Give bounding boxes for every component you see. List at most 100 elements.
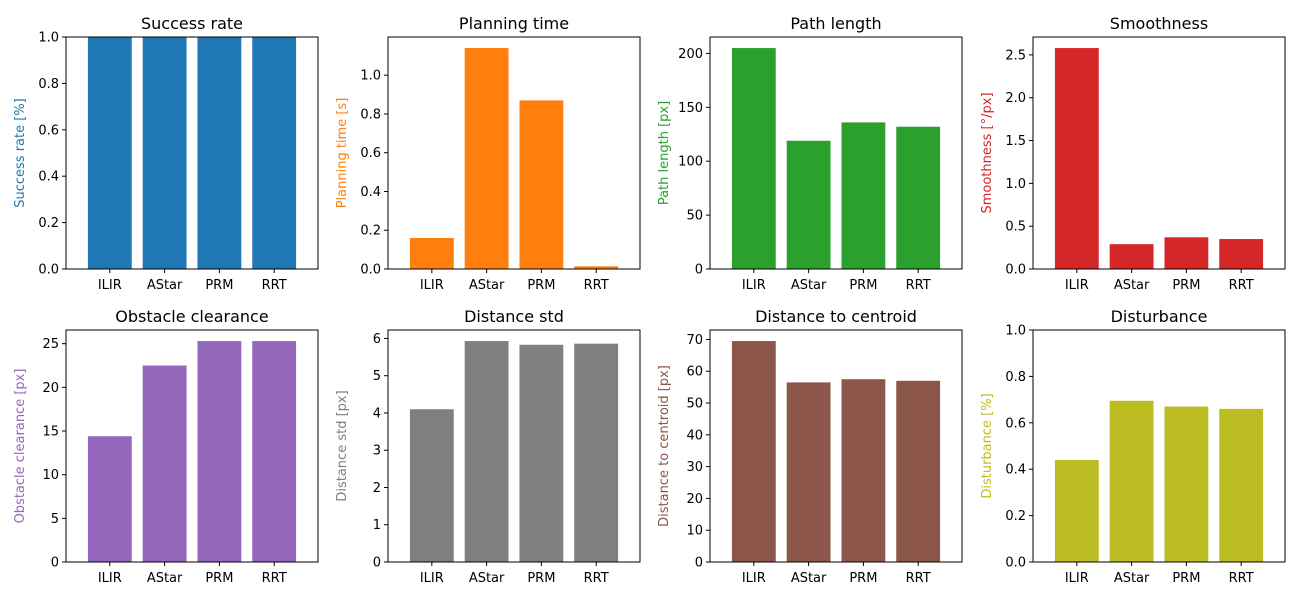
- bar: [519, 100, 564, 269]
- y-axis-label: Smoothness [°/px]: [980, 92, 995, 213]
- chart-panel: ILIR AStar PRM RRT 0 1 2 3 4 5 6 Distance std Distan…: [335, 307, 641, 586]
- plot-frame: [387, 329, 641, 563]
- x-tick-label: ILIR: [742, 571, 766, 586]
- y-tick-label: 0: [373, 556, 381, 571]
- y-tick-label: 0: [695, 263, 703, 278]
- y-tick-label: 6: [373, 332, 381, 347]
- bar: [197, 341, 242, 562]
- y-tick-label: 0.8: [38, 77, 59, 92]
- x-tick-label: AStar: [469, 571, 505, 586]
- y-tick-label: 1: [373, 518, 381, 533]
- bar: [896, 126, 941, 269]
- y-axis-label: Distance std [px]: [335, 390, 350, 501]
- y-tick-label: 0.2: [360, 224, 381, 239]
- y-tick-label: 0.4: [1005, 463, 1026, 478]
- chart-title: Success rate: [141, 14, 243, 33]
- y-tick-label: 1.0: [38, 31, 59, 46]
- y-tick-label: 1.0: [1005, 324, 1026, 339]
- x-tick-label: PRM: [849, 278, 877, 293]
- y-tick-label: 1.0: [1005, 177, 1026, 192]
- x-tick-label: ILIR: [1065, 278, 1089, 293]
- plot-frame: [65, 329, 319, 563]
- y-tick-label: 0.4: [360, 185, 381, 200]
- y-tick-label: 0.8: [1005, 370, 1026, 385]
- y-tick-label: 20: [686, 492, 703, 507]
- bar: [731, 48, 776, 269]
- x-tick-label: ILIR: [420, 571, 444, 586]
- bar: [841, 122, 886, 269]
- plot-frame: [709, 329, 963, 563]
- x-tick-label: PRM: [849, 571, 877, 586]
- x-tick-label: AStar: [1114, 278, 1150, 293]
- bar: [252, 341, 297, 562]
- chart-panel: ILIR AStar PRM RRT 0.0 0.5 1.0 1.5 2.0 2.5 Smoothn…: [980, 14, 1286, 293]
- y-axis-label: Disturbance [%]: [980, 393, 995, 498]
- x-tick-label: RRT: [906, 571, 931, 586]
- chart-panel: ILIR AStar PRM RRT 0 50 100 150 200 Path length Pa…: [657, 14, 963, 293]
- y-tick-label: 5: [373, 369, 381, 384]
- bar: [1054, 48, 1099, 269]
- y-tick-label: 0.6: [1005, 416, 1026, 431]
- y-tick-label: 4: [373, 406, 381, 421]
- y-tick-label: 0.8: [360, 107, 381, 122]
- y-axis-label: Path length [px]: [657, 101, 672, 205]
- x-tick-label: RRT: [1229, 278, 1254, 293]
- bar: [1164, 406, 1209, 562]
- y-tick-label: 150: [678, 101, 703, 116]
- y-axis-label: Obstacle clearance [px]: [13, 369, 28, 524]
- chart-title: Distance to centroid: [755, 307, 917, 326]
- x-tick-label: AStar: [791, 278, 827, 293]
- plot-frame: [387, 36, 641, 270]
- plot-frame: [709, 36, 963, 270]
- bar: [464, 341, 509, 562]
- bar: [252, 37, 297, 269]
- bar: [786, 382, 831, 562]
- chart-panel: ILIR AStar PRM RRT 0 10 20 30 40 50 60 70 Distance t…: [657, 307, 963, 586]
- y-tick-label: 50: [686, 397, 703, 412]
- chart-title: Obstacle clearance: [115, 307, 268, 326]
- bar: [142, 365, 187, 562]
- y-tick-label: 1.5: [1005, 134, 1026, 149]
- y-tick-label: 5: [51, 512, 59, 527]
- y-tick-label: 2: [373, 481, 381, 496]
- chart-panel: ILIR AStar PRM RRT 0.0 0.2 0.4 0.6 0.8 1.0 Plannin…: [335, 14, 641, 293]
- chart-panel: ILIR AStar PRM RRT 0.0 0.2 0.4 0.6 0.8 1.0 Disturb…: [980, 307, 1286, 586]
- x-tick-label: RRT: [262, 278, 287, 293]
- y-tick-label: 10: [686, 524, 703, 539]
- y-tick-label: 70: [686, 333, 703, 348]
- x-tick-label: AStar: [147, 571, 183, 586]
- chart-title: Path length: [790, 14, 881, 33]
- y-tick-label: 0.2: [38, 216, 59, 231]
- x-tick-label: AStar: [791, 571, 827, 586]
- bar: [1109, 244, 1154, 269]
- y-tick-label: 0.0: [360, 263, 381, 278]
- y-tick-label: 10: [42, 468, 59, 483]
- x-tick-label: AStar: [147, 278, 183, 293]
- x-tick-label: ILIR: [1065, 571, 1089, 586]
- y-tick-label: 3: [373, 444, 381, 459]
- chart-title: Smoothness: [1110, 14, 1208, 33]
- y-axis-label: Distance to centroid [px]: [657, 365, 672, 527]
- bar: [464, 48, 509, 269]
- y-tick-label: 20: [42, 381, 59, 396]
- bar: [1219, 239, 1264, 269]
- bar: [409, 409, 454, 562]
- y-tick-label: 0: [695, 556, 703, 571]
- y-tick-label: 0.5: [1005, 220, 1026, 235]
- y-tick-label: 100: [678, 155, 703, 170]
- y-tick-label: 0: [51, 556, 59, 571]
- y-tick-label: 200: [678, 47, 703, 62]
- x-tick-label: PRM: [1172, 278, 1200, 293]
- plot-frame: [65, 36, 319, 270]
- x-tick-label: PRM: [527, 571, 555, 586]
- y-tick-label: 60: [686, 365, 703, 380]
- x-tick-label: RRT: [262, 571, 287, 586]
- x-tick-label: RRT: [584, 571, 609, 586]
- x-tick-label: ILIR: [98, 571, 122, 586]
- y-tick-label: 0.0: [1005, 556, 1026, 571]
- chart-title: Distance std: [464, 307, 564, 326]
- bar: [1219, 408, 1264, 562]
- bar: [87, 436, 132, 562]
- y-tick-label: 15: [42, 425, 59, 440]
- x-tick-label: RRT: [906, 278, 931, 293]
